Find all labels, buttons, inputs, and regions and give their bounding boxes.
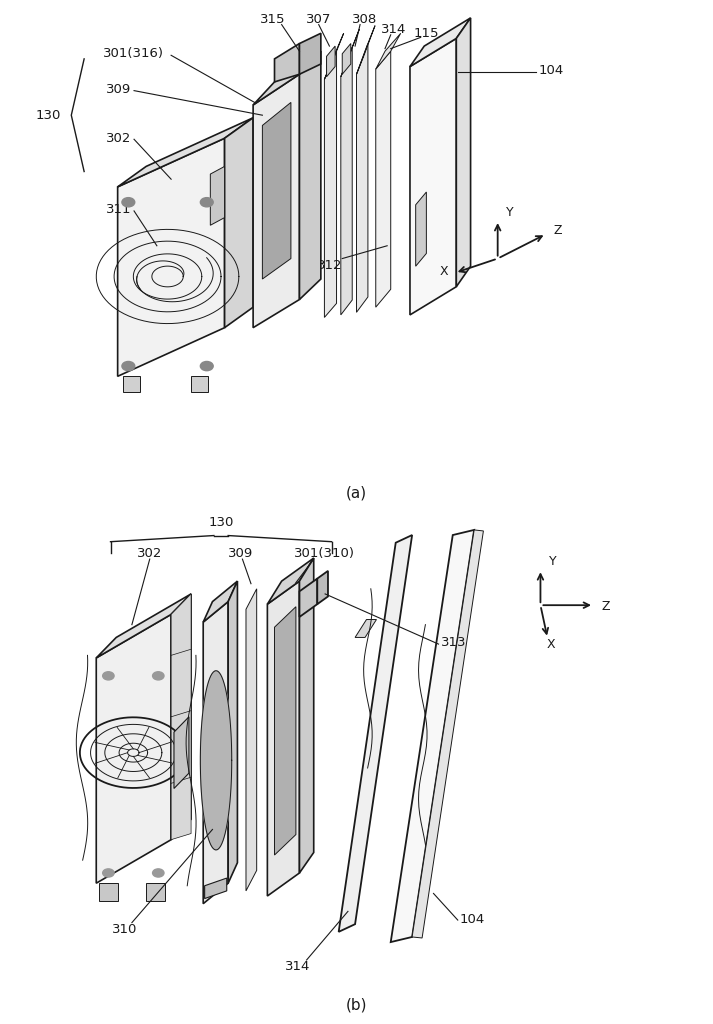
Polygon shape (299, 579, 317, 616)
Polygon shape (299, 558, 314, 872)
Text: 302: 302 (106, 132, 131, 144)
Text: Y: Y (506, 206, 514, 219)
Polygon shape (225, 118, 253, 328)
Text: Y: Y (549, 555, 557, 568)
Text: 308: 308 (352, 13, 378, 26)
Polygon shape (327, 46, 335, 77)
Polygon shape (262, 102, 291, 279)
Circle shape (103, 868, 114, 877)
Circle shape (122, 361, 135, 371)
Text: 307: 307 (306, 13, 332, 26)
Polygon shape (171, 696, 191, 783)
Polygon shape (341, 47, 352, 315)
Text: 312: 312 (317, 259, 342, 271)
Polygon shape (253, 51, 321, 105)
Text: 314: 314 (381, 24, 406, 36)
Polygon shape (171, 594, 191, 655)
Circle shape (122, 198, 135, 207)
Polygon shape (355, 620, 376, 637)
Polygon shape (324, 33, 344, 80)
Polygon shape (200, 671, 232, 850)
Polygon shape (99, 883, 118, 901)
Circle shape (103, 672, 114, 680)
Text: 315: 315 (260, 13, 285, 26)
Polygon shape (317, 571, 328, 604)
Text: 310: 310 (112, 923, 138, 936)
Polygon shape (171, 594, 191, 840)
Text: 302: 302 (137, 548, 163, 560)
Polygon shape (456, 18, 471, 287)
Polygon shape (146, 883, 165, 901)
Polygon shape (191, 376, 208, 392)
Polygon shape (299, 33, 321, 75)
Polygon shape (339, 535, 412, 932)
Text: (b): (b) (346, 997, 367, 1012)
Text: (a): (a) (346, 485, 367, 500)
Polygon shape (96, 594, 191, 658)
Polygon shape (253, 75, 299, 328)
Polygon shape (376, 33, 401, 70)
Polygon shape (412, 530, 483, 938)
Polygon shape (342, 43, 351, 75)
Polygon shape (174, 717, 189, 788)
Circle shape (200, 198, 213, 207)
Polygon shape (171, 635, 191, 717)
Polygon shape (118, 138, 225, 376)
Text: 301(316): 301(316) (103, 47, 165, 60)
Polygon shape (228, 582, 237, 883)
Text: 104: 104 (460, 912, 485, 926)
Text: Z: Z (601, 600, 610, 613)
Circle shape (153, 868, 164, 877)
Polygon shape (203, 582, 237, 622)
Polygon shape (203, 602, 228, 904)
Text: 313: 313 (441, 636, 466, 649)
Polygon shape (356, 43, 368, 312)
Polygon shape (123, 376, 140, 392)
Polygon shape (341, 29, 359, 77)
Text: 104: 104 (538, 65, 563, 77)
Polygon shape (171, 763, 191, 840)
Text: 309: 309 (228, 548, 254, 560)
Text: X: X (439, 265, 448, 279)
Text: 314: 314 (285, 959, 311, 973)
Polygon shape (324, 51, 337, 317)
Text: 311: 311 (106, 204, 131, 216)
Polygon shape (275, 43, 299, 82)
Polygon shape (416, 193, 426, 266)
Polygon shape (410, 18, 471, 67)
Polygon shape (356, 26, 375, 75)
Text: X: X (546, 638, 555, 650)
Circle shape (153, 672, 164, 680)
Circle shape (200, 361, 213, 371)
Text: 301(310): 301(310) (294, 548, 355, 560)
Text: 115: 115 (414, 27, 439, 40)
Polygon shape (410, 38, 456, 315)
Polygon shape (118, 118, 253, 186)
Polygon shape (376, 51, 391, 307)
Text: Z: Z (553, 224, 562, 237)
Text: 130: 130 (208, 516, 234, 528)
Polygon shape (205, 879, 227, 899)
Polygon shape (299, 51, 321, 299)
Polygon shape (96, 614, 171, 883)
Polygon shape (267, 558, 314, 604)
Polygon shape (275, 606, 296, 855)
Polygon shape (246, 589, 257, 891)
Polygon shape (267, 582, 299, 896)
Text: 309: 309 (106, 83, 130, 96)
Text: 130: 130 (35, 109, 61, 122)
Polygon shape (391, 530, 474, 942)
Polygon shape (210, 166, 225, 225)
